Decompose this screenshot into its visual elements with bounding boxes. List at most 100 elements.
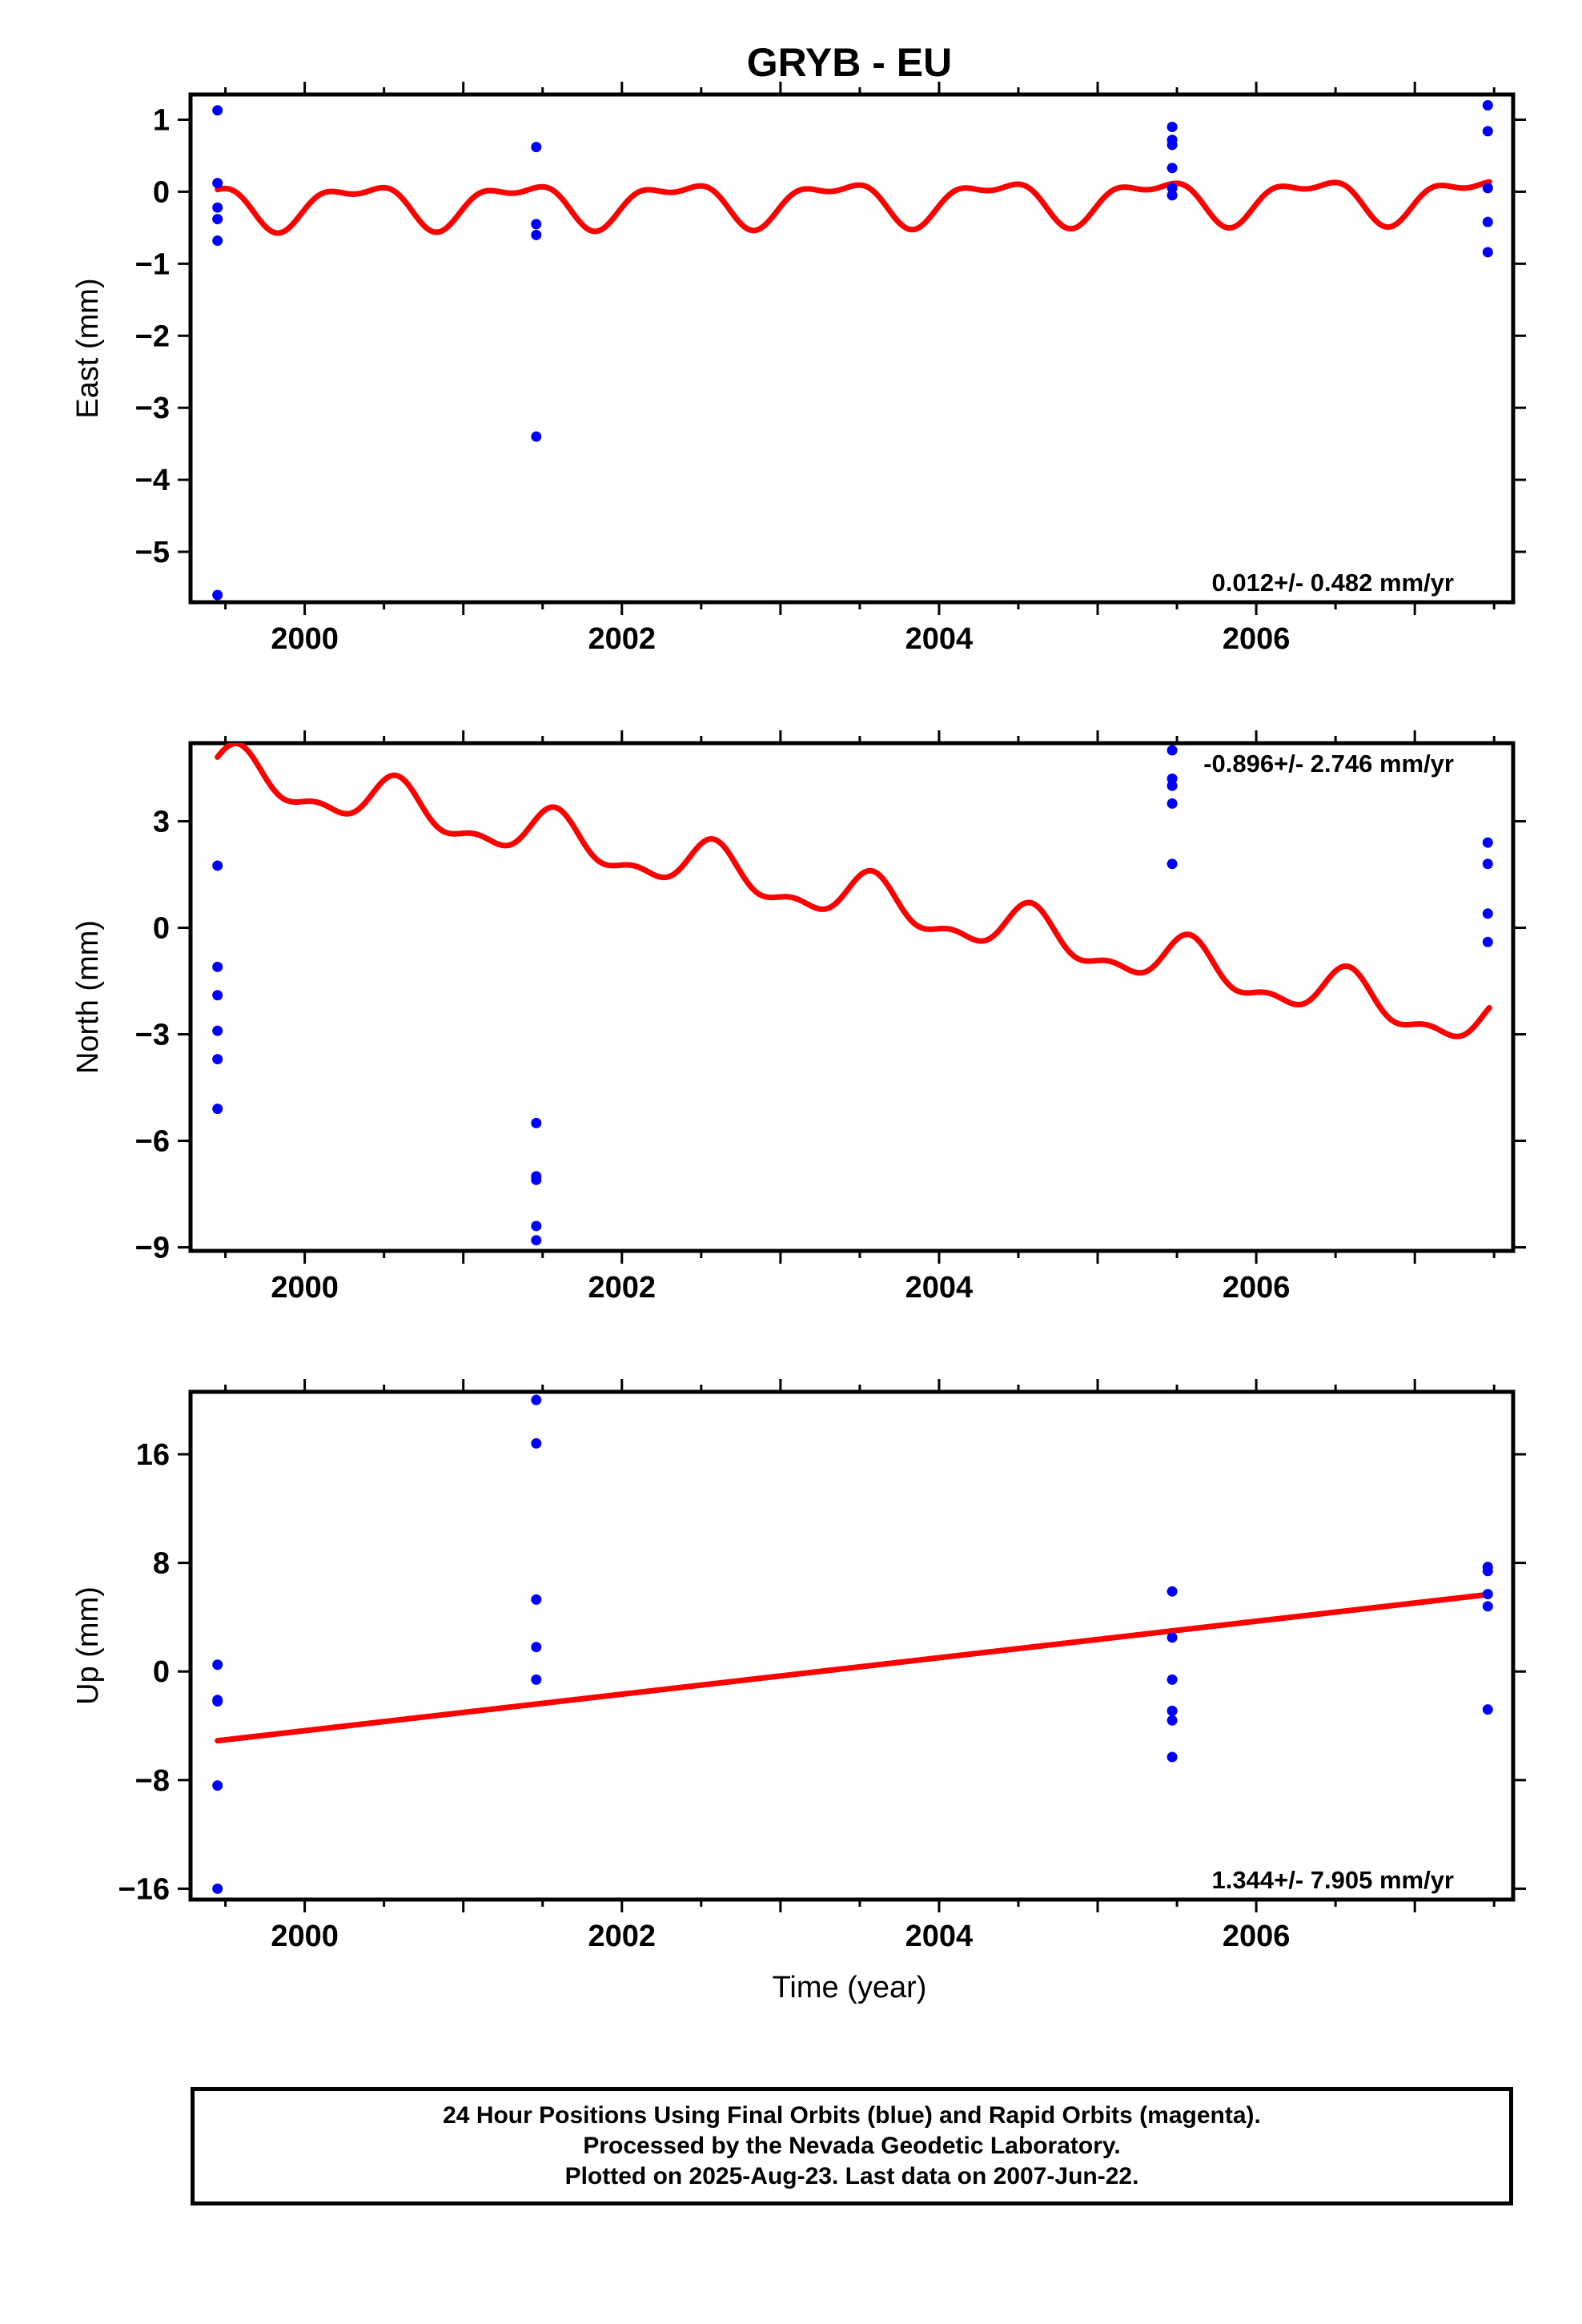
up-x-tick-label: 2000 [271, 1920, 339, 1953]
east-data-point [1166, 139, 1178, 151]
east-data-point [531, 219, 542, 230]
north-x-tick-label: 2000 [271, 1271, 339, 1305]
up-data-point [212, 1780, 223, 1791]
east-data-point [1166, 121, 1178, 132]
north-x-tick-label: 2006 [1223, 1271, 1291, 1305]
north-model-line [215, 743, 1492, 1039]
north-data-point [531, 1235, 542, 1246]
east-y-axis-label: East (mm) [71, 278, 105, 418]
panels: 2000 2002 2004 2006 1 0 −1 −2 −3 −4 −5 East (mm) 0.0… [71, 82, 1526, 1953]
north-y-tick-label: 0 [153, 912, 170, 946]
north-y-tick-label: −3 [135, 1019, 170, 1052]
north-y-tick-label: 3 [153, 806, 170, 839]
east-y-tick-label: 0 [153, 175, 170, 209]
up-data-point [1166, 1705, 1178, 1716]
north-x-tick-label: 2002 [588, 1271, 656, 1305]
east-data-point [1166, 183, 1178, 194]
east-x-tick-label: 2002 [588, 622, 656, 656]
north-y-tick-label: −9 [135, 1232, 170, 1265]
up-y-tick-label: −16 [118, 1872, 170, 1906]
east-data-point [1482, 216, 1493, 227]
up-data-point [212, 1659, 223, 1671]
east-x-tick-label: 2006 [1223, 622, 1291, 656]
north-data-point [212, 990, 223, 1001]
east-data-point [212, 214, 223, 225]
x-axis-label: Time (year) [773, 1971, 927, 2004]
caption-box: 24 Hour Positions Using Final Orbits (bl… [191, 2087, 1513, 2205]
up-y-tick-label: −8 [135, 1764, 170, 1798]
north-y-tick-label: −6 [135, 1125, 170, 1159]
east-x-tick-label: 2004 [905, 622, 974, 656]
up-y-tick-label: 16 [136, 1438, 170, 1472]
up-data-point [1166, 1751, 1178, 1763]
north-data-point [1166, 780, 1178, 791]
east-y-tick-label: −1 [135, 247, 170, 281]
up-data-point [1166, 1586, 1178, 1597]
east-data-point [531, 142, 542, 153]
north-data-point [212, 860, 223, 871]
east-data-point [1166, 163, 1178, 174]
caption-line-1: 24 Hour Positions Using Final Orbits (bl… [443, 2102, 1261, 2129]
up-data-point [1482, 1566, 1493, 1577]
north-data-point [1482, 858, 1493, 870]
north-data-point [1166, 858, 1178, 870]
up-data-point [1166, 1674, 1178, 1685]
up-data-point [531, 1642, 542, 1653]
east-y-tick-label: −4 [135, 464, 170, 497]
east-panel: 2000 2002 2004 2006 1 0 −1 −2 −3 −4 −5 East (mm) 0.0… [71, 82, 1526, 656]
east-data-point [1482, 183, 1493, 194]
up-data-point [1166, 1715, 1178, 1726]
east-y-tick-label: −3 [135, 392, 170, 425]
up-panel: 2000 2002 2004 2006 16 8 0 −8 −16 Up (mm) 1.344+/-… [71, 1379, 1526, 1953]
north-rate-label: -0.896+/- 2.746 mm/yr [1203, 750, 1454, 778]
caption-line-3: Plotted on 2025-Aug-23. Last data on 200… [564, 2163, 1139, 2189]
up-data-point [212, 1696, 223, 1707]
up-data-point [1482, 1704, 1493, 1715]
up-y-tick-label: 8 [153, 1547, 170, 1581]
east-y-tick-label: −2 [135, 320, 170, 353]
east-y-tick-label: 1 [153, 103, 170, 137]
east-data-point [212, 235, 223, 247]
east-data-point [531, 229, 542, 240]
east-y-tick-label: −5 [135, 536, 170, 569]
east-data-point [1482, 247, 1493, 258]
up-y-tick-label: 0 [153, 1655, 170, 1689]
up-y-axis-label: Up (mm) [71, 1586, 105, 1705]
east-data-point [1482, 99, 1493, 111]
up-frame [188, 1389, 1516, 1902]
east-frame [188, 92, 1516, 605]
north-data-point [212, 1054, 223, 1065]
up-x-tick-label: 2004 [905, 1920, 974, 1953]
north-data-point [531, 1220, 542, 1232]
up-data-point [531, 1674, 542, 1685]
east-model-line [215, 179, 1492, 236]
north-data-point [1482, 908, 1493, 919]
east-data-point [1482, 126, 1493, 137]
north-data-point [212, 1025, 223, 1036]
up-x-tick-label: 2002 [588, 1920, 656, 1953]
up-data-point [531, 1594, 542, 1605]
east-data-point [1166, 190, 1178, 201]
north-data-point [212, 1104, 223, 1115]
north-panel: 2000 2002 2004 2006 3 0 −3 −6 −9 North (mm) -0.896… [71, 730, 1526, 1305]
up-x-tick-label: 2006 [1223, 1920, 1291, 1953]
east-data-point [531, 431, 542, 442]
north-y-axis-label: North (mm) [71, 920, 105, 1074]
north-x-tick-label: 2004 [905, 1271, 974, 1305]
up-data-point [1482, 1589, 1493, 1600]
east-data-point [212, 178, 223, 189]
north-frame [188, 741, 1516, 1253]
up-data-point [1482, 1601, 1493, 1612]
north-data-point [1482, 936, 1493, 947]
north-data-point [212, 961, 223, 972]
caption-line-2: Processed by the Nevada Geodetic Laborat… [583, 2133, 1121, 2159]
up-data-point [531, 1437, 542, 1449]
east-rate-label: 0.012+/- 0.482 mm/yr [1212, 569, 1454, 597]
up-data-point [531, 1394, 542, 1405]
north-data-point [1166, 745, 1178, 756]
east-data-point [212, 105, 223, 116]
up-rate-label: 1.344+/- 7.905 mm/yr [1212, 1866, 1454, 1894]
north-data-point [531, 1174, 542, 1185]
east-data-point [212, 202, 223, 213]
